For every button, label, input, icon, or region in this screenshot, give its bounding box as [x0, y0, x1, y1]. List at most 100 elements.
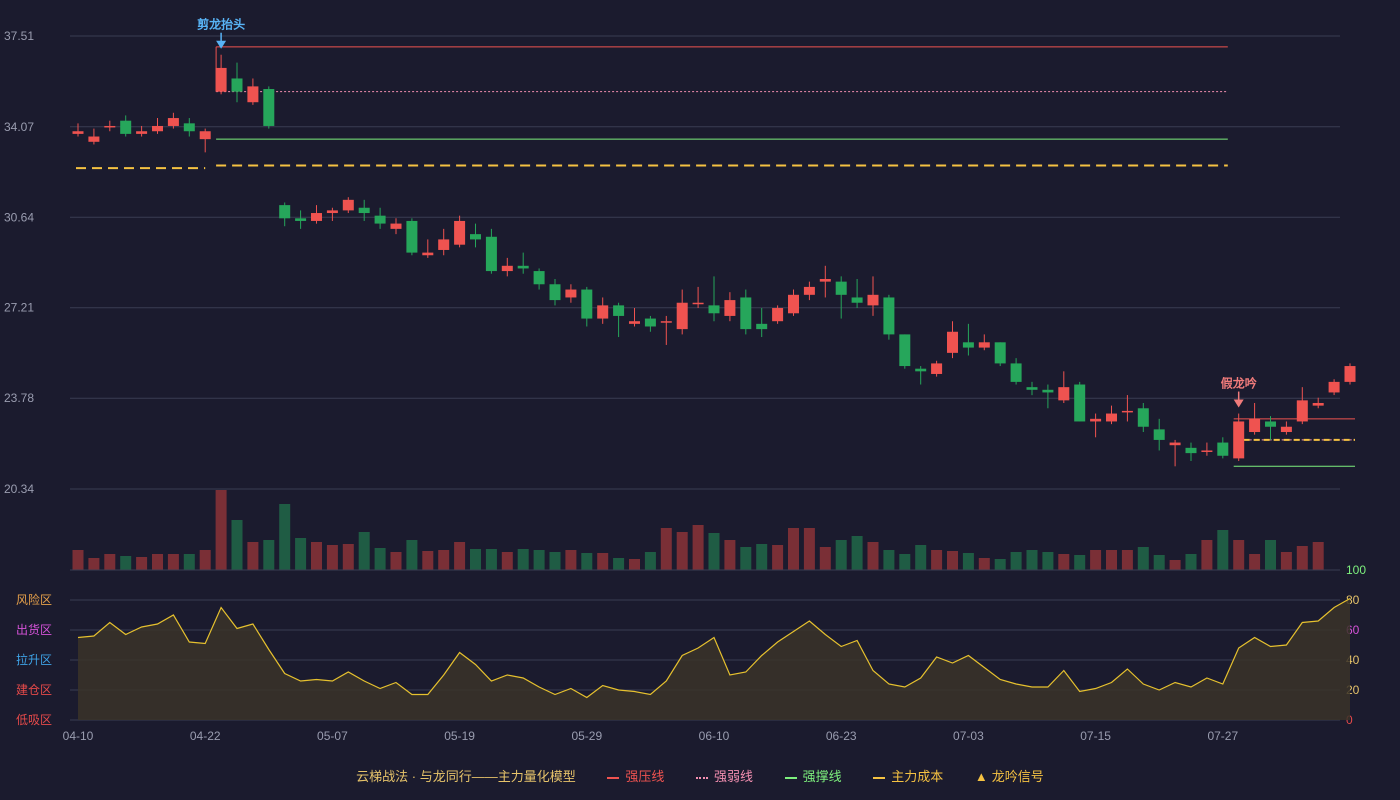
candle-body — [88, 136, 100, 142]
volume-bar — [597, 553, 609, 570]
volume-bar — [104, 554, 116, 570]
candle-body — [231, 78, 243, 92]
volume-bar — [263, 540, 275, 570]
date-tick-label: 07-03 — [953, 729, 984, 743]
signal-label: 假龙吟 — [1221, 376, 1257, 391]
volume-bar — [88, 558, 100, 570]
volume-bar — [470, 549, 481, 570]
volume-bar — [803, 528, 815, 570]
candle-body — [406, 220, 418, 253]
legend-swatch-icon — [873, 776, 886, 779]
candle-body — [597, 305, 609, 319]
price-tick-label: 37.51 — [4, 29, 34, 43]
candle-body — [247, 86, 259, 103]
candle-body — [978, 342, 990, 348]
candle-body — [279, 205, 291, 219]
candle-body — [1074, 384, 1086, 422]
date-tick-label: 04-10 — [63, 729, 94, 743]
price-tick-label: 34.07 — [4, 120, 34, 134]
volume-bar — [311, 542, 322, 570]
date-tick-label: 07-27 — [1207, 729, 1238, 743]
volume-bar — [390, 552, 402, 570]
candle-body — [501, 265, 513, 272]
candle-body — [1185, 447, 1197, 454]
volume-bar — [1153, 555, 1165, 570]
volume-bar — [772, 545, 784, 570]
signal-label: 剪龙抬头 — [197, 17, 245, 32]
volume-bar — [978, 558, 990, 570]
legend-strength-line[interactable]: 强弱线 — [696, 766, 753, 785]
sentiment-tick-label: 100 — [1346, 563, 1366, 577]
volume-bar — [581, 553, 593, 570]
volume-bar — [152, 554, 163, 570]
candle-body — [295, 218, 307, 221]
volume-bar — [1296, 546, 1308, 570]
candle-body — [1233, 421, 1245, 459]
candle-body — [454, 220, 466, 245]
legend-strong-support[interactable]: 强撑线 — [784, 766, 842, 785]
volume-bar — [1185, 554, 1197, 570]
volume-bar — [819, 547, 831, 570]
candle-body — [72, 131, 84, 134]
volume-bar — [136, 557, 148, 570]
sentiment-area — [78, 598, 1350, 720]
candle-body — [374, 215, 386, 224]
volume-bar — [167, 554, 179, 570]
candle-body — [740, 297, 752, 330]
candle-body — [851, 297, 863, 303]
candle-body — [1280, 426, 1292, 433]
volume-bar — [247, 542, 259, 570]
candle-body — [1217, 442, 1229, 456]
triangle-icon: ▲ — [974, 769, 988, 784]
volume-bar — [183, 554, 195, 570]
volume-bar — [1217, 530, 1229, 570]
volume-bar — [454, 542, 466, 570]
volume-bar — [1058, 554, 1070, 570]
candle-body — [215, 67, 227, 92]
candle-body — [104, 125, 116, 128]
volume-bar — [1249, 554, 1261, 570]
candle-body — [167, 118, 179, 126]
volume-bar — [215, 490, 227, 570]
zone-label: 建仓区 — [16, 683, 52, 697]
candle-body — [470, 234, 481, 240]
volume-bar — [867, 542, 879, 570]
volume-bar — [1201, 540, 1213, 570]
zone-label: 拉升区 — [16, 652, 52, 667]
volume-bar — [1010, 552, 1022, 570]
candle-body — [1137, 408, 1149, 427]
legend-dragon-signal[interactable]: ▲ 龙吟信号 — [974, 769, 1044, 784]
volume-bar — [788, 528, 799, 570]
candle-body — [199, 131, 211, 140]
legend-main-cost[interactable]: 主力成本 — [873, 766, 943, 785]
volume-bar — [883, 550, 895, 570]
volume-bar — [994, 559, 1006, 570]
volume-bar — [517, 549, 529, 570]
volume-bar — [279, 504, 291, 570]
candle-body — [1026, 387, 1038, 390]
volume-bar — [835, 540, 847, 570]
zone-label: 风险区 — [16, 592, 52, 607]
candle-body — [1058, 387, 1070, 401]
legend-title: 云梯战法 · 与龙同行——主力量化模型 — [356, 769, 576, 784]
candle-body — [1042, 389, 1054, 393]
volume-bar — [326, 545, 338, 570]
candle-body — [803, 286, 815, 295]
candle-body — [1121, 410, 1133, 413]
volume-bar — [438, 550, 450, 570]
candle-body — [422, 252, 434, 256]
candle-body — [1296, 400, 1308, 422]
volume-bar — [231, 520, 243, 570]
volume-bar — [644, 552, 656, 570]
volume-bar — [692, 525, 704, 570]
volume-bar — [533, 550, 545, 570]
signal-arrow-icon — [1233, 399, 1244, 408]
candle-body — [867, 294, 879, 306]
legend-strong-resistance[interactable]: 强压线 — [607, 766, 664, 785]
date-tick-label: 06-23 — [826, 729, 857, 743]
volume-bar — [374, 548, 386, 570]
candle-body — [613, 305, 625, 316]
date-tick-label: 05-29 — [571, 729, 602, 743]
candle-body — [1153, 429, 1165, 440]
